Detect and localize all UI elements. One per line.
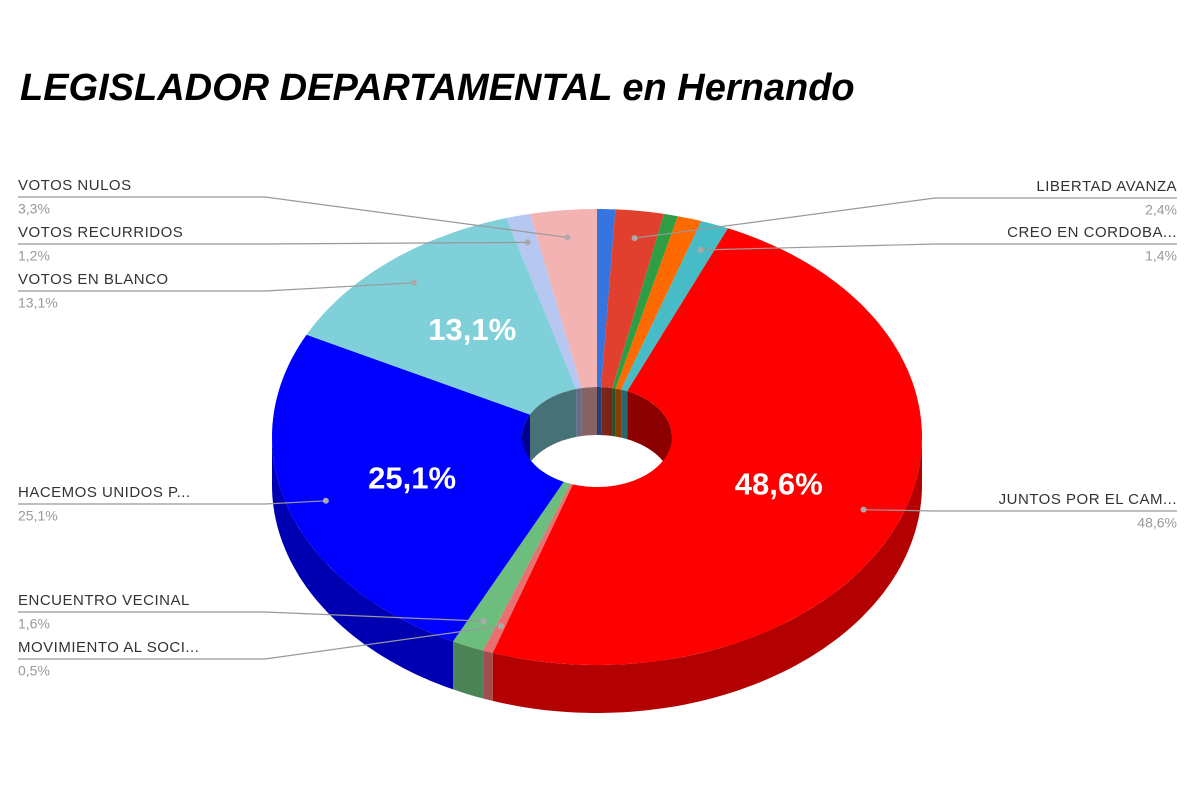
- slice: [530, 209, 597, 389]
- slice-inner: [621, 389, 628, 440]
- legend-label: MOVIMIENTO AL SOCI...: [18, 639, 199, 656]
- leader-line: [18, 282, 415, 292]
- leader-dot: [480, 618, 487, 625]
- leader-dot: [524, 239, 531, 246]
- slice-inner: [530, 389, 577, 463]
- slice: [621, 221, 728, 392]
- legend-value: 25,1%: [18, 508, 58, 524]
- slice-inner: [576, 388, 582, 437]
- leader-line: [863, 509, 1177, 512]
- legend-value: 48,6%: [1137, 515, 1177, 531]
- legend-value: 1,2%: [18, 248, 50, 264]
- legend-value: 1,4%: [1145, 248, 1177, 264]
- leader-dot: [564, 234, 571, 241]
- slice: [306, 218, 577, 415]
- slice: [615, 216, 702, 390]
- leader-line: [18, 241, 528, 245]
- leader-dot: [497, 622, 504, 629]
- slice-label: 48,6%: [735, 467, 823, 502]
- legend-label: VOTOS NULOS: [18, 177, 132, 194]
- slice-side: [483, 650, 493, 701]
- slice: [483, 483, 573, 653]
- legend-label: ENCUENTRO VECINAL: [18, 592, 190, 609]
- slice-label: 13,1%: [428, 312, 516, 347]
- leader-dot: [322, 497, 329, 504]
- slice: [612, 213, 678, 389]
- leader-line: [18, 196, 568, 239]
- slice: [597, 209, 616, 388]
- leader-line: [18, 611, 484, 622]
- legend-label: LIBERTAD AVANZA: [1036, 178, 1177, 195]
- legend-value: 2,4%: [1145, 202, 1177, 218]
- slice-inner: [627, 391, 672, 485]
- slice-inner: [612, 388, 616, 437]
- leader-line: [634, 197, 1177, 239]
- chart-title: LEGISLADOR DEPARTAMENTAL en Hernando: [20, 67, 855, 109]
- slice: [506, 213, 582, 389]
- leader-dot: [411, 279, 418, 286]
- slice-inner: [581, 387, 597, 437]
- slice-side: [272, 437, 454, 690]
- leader-line: [700, 243, 1177, 251]
- leader-dot: [697, 246, 704, 253]
- leader-dot: [860, 506, 867, 513]
- legend-label: VOTOS EN BLANCO: [18, 271, 169, 288]
- leader-line: [18, 625, 502, 660]
- slice-label: 25,1%: [368, 461, 456, 496]
- legend-value: 1,6%: [18, 616, 50, 632]
- legend-value: 13,1%: [18, 295, 58, 311]
- leader-dot: [631, 235, 638, 242]
- legend-label: JUNTOS POR EL CAM...: [999, 491, 1177, 508]
- slice-inner: [597, 387, 602, 436]
- slice: [492, 228, 922, 666]
- slice: [453, 481, 571, 651]
- slice: [272, 334, 564, 642]
- legend-label: HACEMOS UNIDOS P...: [18, 484, 191, 501]
- leader-line: [18, 500, 326, 505]
- legend-label: CREO EN CORDOBA...: [1007, 224, 1177, 241]
- slice-side: [492, 437, 922, 713]
- slice: [601, 209, 664, 389]
- slice-side: [453, 641, 484, 699]
- legend-value: 0,5%: [18, 663, 50, 679]
- legend-label: VOTOS RECURRIDOS: [18, 224, 183, 241]
- slice-inner: [615, 388, 622, 438]
- slice-inner: [601, 387, 613, 437]
- legend-value: 3,3%: [18, 201, 50, 217]
